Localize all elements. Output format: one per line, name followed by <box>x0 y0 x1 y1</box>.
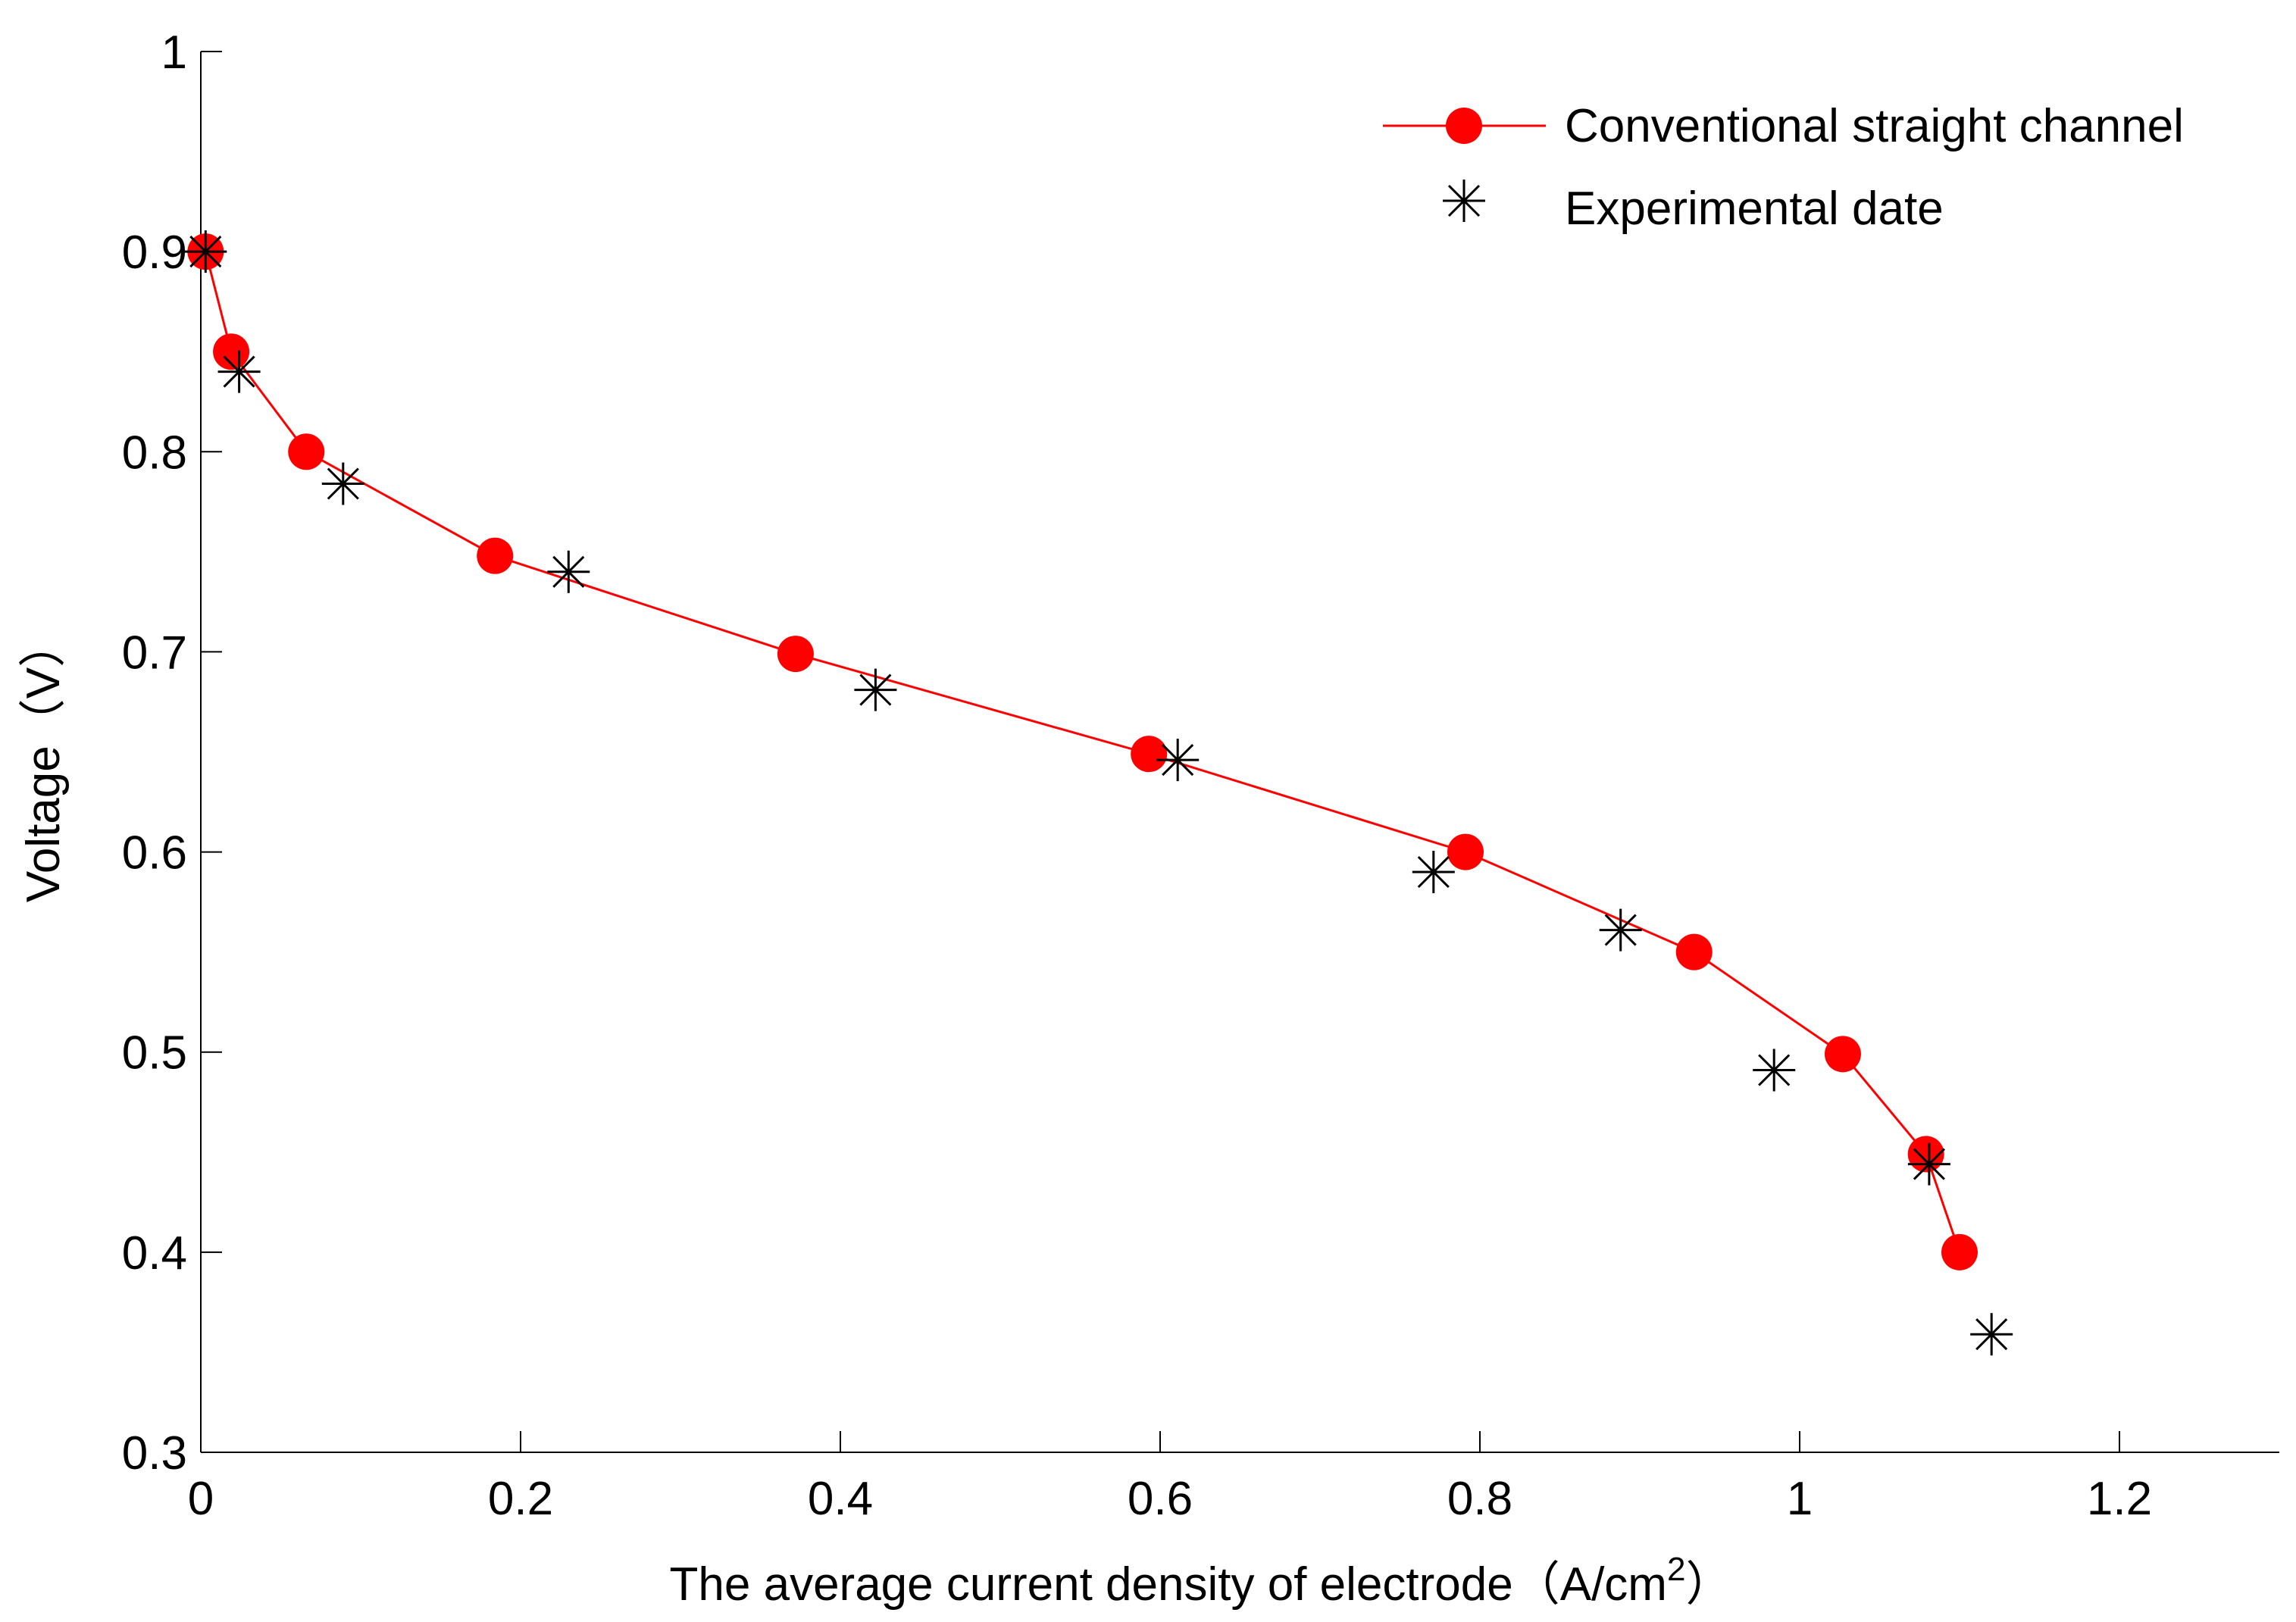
legend-label-experimental: Experimental date <box>1565 183 1944 235</box>
simulation-point <box>1824 1036 1861 1073</box>
y-axis-title: Voltage（V） <box>17 620 70 902</box>
legend-asterisk-marker <box>1443 180 1485 222</box>
experimental-point <box>854 668 897 711</box>
y-tick-label: 0.3 <box>122 1427 187 1480</box>
x-tick-label: 1 <box>1787 1473 1813 1525</box>
experimental-point <box>321 462 364 505</box>
series-layer <box>184 230 2013 1356</box>
axes: 0 0.2 0.4 0.6 0.8 1 1.2 0.3 0.4 0.5 0.6 0.7 0.8 0.9 1 <box>122 27 2279 1525</box>
experimental-point <box>1599 908 1642 952</box>
experimental-point <box>1156 739 1200 782</box>
simulation-point <box>777 636 814 673</box>
y-tick-label: 0.9 <box>122 227 187 279</box>
simulation-line <box>204 251 1961 1253</box>
experimental-point <box>1412 851 1455 893</box>
experimental-point <box>217 350 261 393</box>
x-tick-label: 0.8 <box>1447 1473 1512 1525</box>
simulation-point <box>1941 1233 1978 1270</box>
experimental-point <box>1753 1049 1796 1092</box>
y-tick-label: 1 <box>161 27 187 79</box>
y-tick-label: 0.6 <box>122 827 187 880</box>
x-tick-label: 0.2 <box>488 1473 553 1525</box>
legend: Conventional straight channel Experiment… <box>1383 100 2184 235</box>
experimental-point <box>1970 1313 2013 1356</box>
x-tick-label: 1.2 <box>2087 1473 2152 1525</box>
simulation-point <box>477 537 514 574</box>
simulation-point <box>288 433 325 470</box>
y-tick-label: 0.8 <box>122 427 187 479</box>
y-tick-label: 0.7 <box>122 627 187 679</box>
experimental-point <box>184 230 227 273</box>
y-tick-label: 0.5 <box>122 1027 187 1080</box>
legend-label-simulation: Conventional straight channel <box>1565 100 2184 152</box>
experimental-point <box>1907 1142 1950 1186</box>
simulation-point <box>1675 933 1713 970</box>
x-tick-label: 0.4 <box>808 1473 873 1525</box>
simulation-point <box>1131 736 1168 773</box>
x-tick-label: 0.6 <box>1128 1473 1193 1525</box>
legend-circle-marker <box>1446 108 1482 144</box>
experimental-point <box>547 550 590 593</box>
x-tick-label: 0 <box>188 1473 214 1525</box>
x-axis-title: The average current density of electrode… <box>670 1551 1733 1611</box>
simulation-point <box>1447 833 1484 870</box>
y-tick-label: 0.4 <box>122 1227 187 1280</box>
